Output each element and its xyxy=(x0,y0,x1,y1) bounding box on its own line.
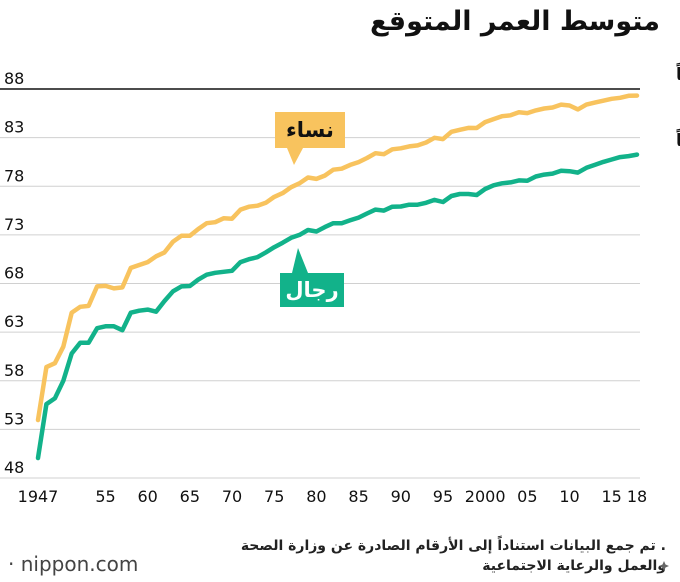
x-tick-label: 60 xyxy=(137,487,157,506)
y-tick-label: 83 xyxy=(4,118,24,137)
brand-dot-icon: · xyxy=(8,552,15,576)
end-value-labels: 87.32 عاماً 81.25 عاماً xyxy=(676,61,680,151)
callout-box xyxy=(280,273,344,307)
y-tick-label: 68 xyxy=(4,264,24,283)
x-tick-labels: 1947 55 60 65 70 75 80 85 90 95 2000 05 10 15 18 xyxy=(18,487,648,506)
y-tick-labels: 48 53 58 63 68 73 78 83 88 xyxy=(4,69,24,477)
x-tick-label: 95 xyxy=(433,487,453,506)
page-title: متوسط العمر المتوقع xyxy=(369,6,660,37)
series-callouts: نساء رجال xyxy=(275,112,345,307)
x-tick-label: 05 xyxy=(517,487,537,506)
x-tick-label: 15 xyxy=(602,487,622,506)
y-tick-label: 73 xyxy=(4,215,24,234)
x-tick-label: 1947 xyxy=(18,487,59,506)
callout-label: نساء xyxy=(286,118,334,142)
grid-lines xyxy=(0,88,640,479)
end-value-label: 81.25 عاماً xyxy=(676,127,680,151)
x-tick-label: 18 xyxy=(627,487,647,506)
x-tick-label: 10 xyxy=(559,487,579,506)
source-note: . تم جمع البيانات استناداً إلى الأرقام ا… xyxy=(240,538,666,574)
callout-pointer xyxy=(292,248,308,273)
x-tick-label: 80 xyxy=(306,487,326,506)
callout-label: رجال xyxy=(285,278,338,302)
y-tick-label: 88 xyxy=(4,69,24,88)
series-line xyxy=(35,93,640,423)
x-tick-label: 75 xyxy=(264,487,284,506)
series-callout: رجال xyxy=(280,248,344,307)
brand-mark-icon xyxy=(659,561,669,571)
y-tick-label: 58 xyxy=(4,361,24,380)
series-lines xyxy=(35,93,640,461)
x-tick-label: 85 xyxy=(348,487,368,506)
life-expectancy-chart: 48 53 58 63 68 73 78 83 88 1947 55 60 65 70 75 80 85 90 9… xyxy=(0,61,680,506)
end-value-label: 87.32 عاماً xyxy=(676,61,680,85)
x-tick-label: 90 xyxy=(391,487,411,506)
x-tick-label: 55 xyxy=(95,487,115,506)
y-tick-label: 53 xyxy=(4,409,24,428)
y-tick-label: 78 xyxy=(4,166,24,185)
x-tick-label: 70 xyxy=(222,487,242,506)
callout-pointer xyxy=(287,148,303,165)
x-tick-label: 65 xyxy=(180,487,200,506)
brand-logo: · nippon.com xyxy=(8,552,138,576)
y-tick-label: 48 xyxy=(4,458,24,477)
y-tick-label: 63 xyxy=(4,312,24,331)
x-tick-label: 2000 xyxy=(465,487,506,506)
brand-name: nippon.com xyxy=(20,552,139,576)
callout-box xyxy=(275,112,345,148)
series-line xyxy=(35,152,640,461)
series-callout: نساء xyxy=(275,112,345,165)
